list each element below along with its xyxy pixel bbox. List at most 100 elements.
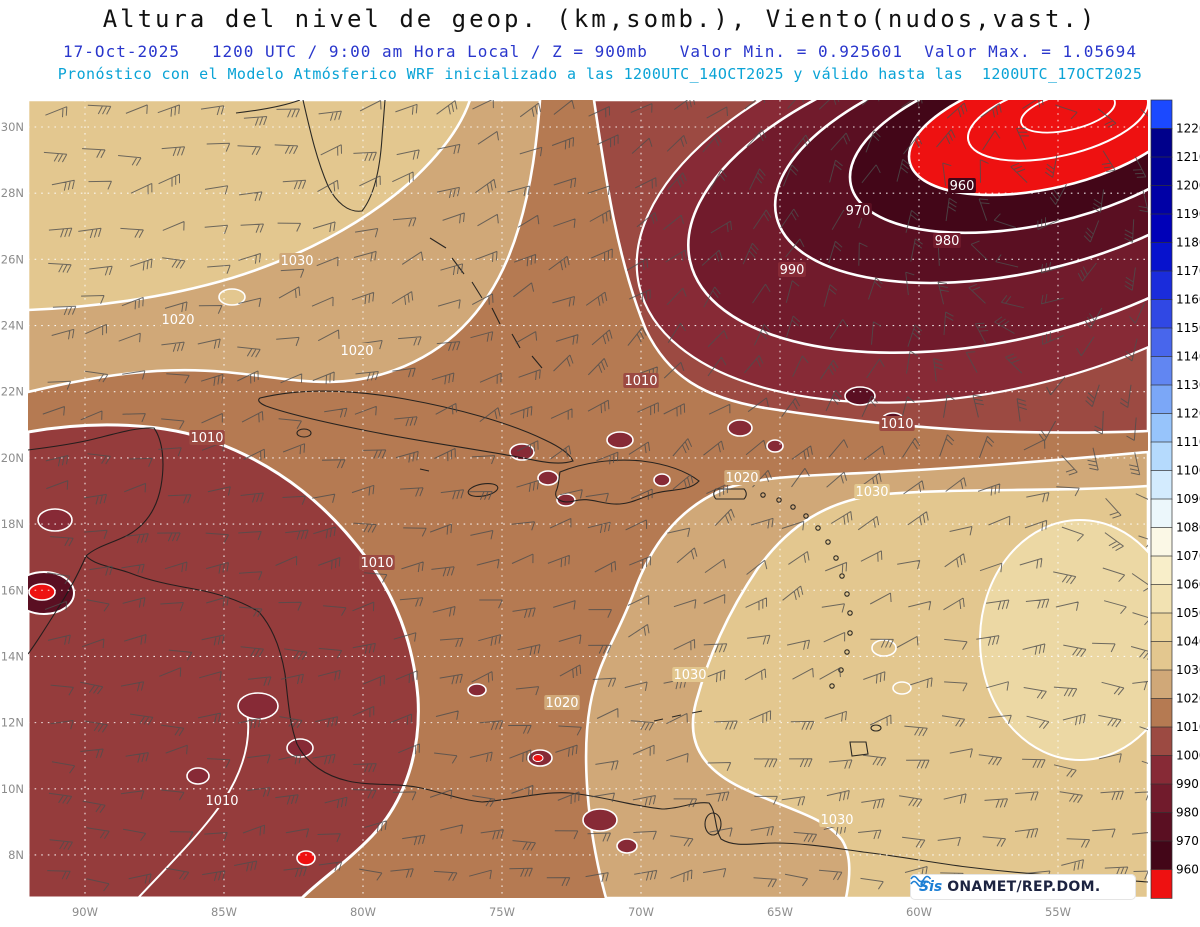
contour-label-bg <box>160 312 196 327</box>
colorbar-tick-label: 1080 <box>1176 521 1200 535</box>
colorbar-segment <box>1150 99 1173 130</box>
field-blob <box>537 470 559 486</box>
contour-label: 1020 <box>725 471 758 486</box>
lon-tick-label: 85W <box>211 905 237 919</box>
field-blob <box>727 419 753 437</box>
colorbar-segment <box>1150 470 1173 500</box>
field-blob-core <box>532 754 544 762</box>
colorbar-segment <box>1150 755 1173 785</box>
field-blob <box>467 683 487 697</box>
colorbar-segment <box>1150 698 1173 728</box>
coastline-tobago <box>870 724 882 732</box>
geopotential-field <box>28 100 1148 898</box>
colorbar-segment <box>1150 869 1173 899</box>
contour-label-bg <box>359 555 395 570</box>
field-blob <box>582 808 618 832</box>
contour-label: 990 <box>780 263 805 278</box>
lat-tick-label: 20N <box>1 451 24 465</box>
field-blob <box>871 639 897 657</box>
colorbar-segment <box>1150 441 1173 472</box>
wind-barb-field <box>42 100 1148 892</box>
contour-label: 1030 <box>820 813 853 828</box>
contour-label: 970 <box>846 204 871 219</box>
contour-label-bg <box>544 695 580 710</box>
contour-label: 1020 <box>161 313 194 328</box>
coastline-isla-juventud <box>296 428 312 438</box>
coastline-central-america <box>28 427 483 803</box>
coastline-cayman <box>419 468 430 472</box>
contour-label-bg <box>189 430 225 445</box>
coastline-florida <box>302 100 386 212</box>
colorbar-tick-label: 1060 <box>1176 578 1200 592</box>
lon-tick-label: 65W <box>767 905 793 919</box>
colorbar-tick-label: 1190 <box>1176 207 1200 221</box>
colorbar-segment <box>1150 270 1173 301</box>
colorbar-tick-label: 1200 <box>1176 179 1200 193</box>
contour-label-bg <box>778 262 806 277</box>
colorbar-tick-label: 990 <box>1176 777 1199 791</box>
branding-watermark: Sis ONAMET/REP.DOM. <box>910 874 1136 900</box>
lat-tick-label: 16N <box>1 583 24 597</box>
lat-tick-label: 26N <box>1 252 24 266</box>
colorbar-tick-label: 1090 <box>1176 492 1200 506</box>
contour-label: 980 <box>935 234 960 249</box>
field-blob <box>237 692 279 720</box>
colorbar-segment <box>1150 840 1173 871</box>
wave-icon <box>910 875 932 888</box>
lat-tick-label: 30N <box>1 120 24 134</box>
colorbar-segment <box>1150 726 1173 757</box>
contour-label: 1030 <box>673 668 706 683</box>
contour-label-bg <box>339 343 375 358</box>
contour-label-bg <box>623 373 659 388</box>
colorbar-tick-label: 1220 <box>1176 122 1200 136</box>
contour-label-bg <box>724 470 760 485</box>
colorbar-tick-label: 1130 <box>1176 378 1200 392</box>
coastline-gulf <box>235 100 301 114</box>
field-blob <box>616 838 638 854</box>
coastlines <box>28 100 1148 883</box>
lon-tick-label: 60W <box>906 905 932 919</box>
contour-label: 1010 <box>205 794 238 809</box>
contour-ring-940 <box>1020 100 1116 134</box>
contour-label-bg <box>879 416 915 431</box>
colorbar-tick-label: 1010 <box>1176 720 1200 734</box>
contour-label: 1020 <box>340 344 373 359</box>
contour-label-bg <box>844 203 872 218</box>
colorbar-segment <box>1150 555 1173 586</box>
contour-label-bg <box>948 178 976 193</box>
coastline-south-america <box>481 792 1148 883</box>
contour-label: 1010 <box>624 374 657 389</box>
field-blob <box>509 443 535 461</box>
colorbar-tick-label: 1020 <box>1176 692 1200 706</box>
colorbar-segment <box>1150 356 1173 386</box>
colorbar-segment <box>1150 783 1173 814</box>
colorbar: 1220 1210 1200 1190 1180 1170 1160 1150 1140 1130… <box>1150 99 1200 899</box>
field-blob <box>606 431 634 449</box>
colorbar-segment <box>1150 669 1173 700</box>
colorbar-segment <box>1150 812 1173 842</box>
colorbar-tick-label: 1070 <box>1176 549 1200 563</box>
colorbar-tick-label: 980 <box>1176 806 1199 820</box>
colorbar-segment <box>1150 498 1173 529</box>
colorbar-segment <box>1150 527 1173 557</box>
coastline-cuba <box>258 390 574 464</box>
field-blob <box>766 439 784 453</box>
lon-tick-label: 90W <box>72 905 98 919</box>
branding-org: ONAMET/REP.DOM. <box>947 879 1101 895</box>
colorbar-tick-label: 1150 <box>1176 321 1200 335</box>
colorbar-segment <box>1150 641 1173 671</box>
colorbar-tick-label: 1000 <box>1176 749 1200 763</box>
coastline-puerto-rico <box>713 488 747 500</box>
contour-label: 1010 <box>360 556 393 571</box>
contour-label-bg <box>672 667 708 682</box>
colorbar-segment <box>1150 213 1173 244</box>
contour-label: 1030 <box>855 485 888 500</box>
contour-label: 1020 <box>545 696 578 711</box>
colorbar-segment <box>1150 242 1173 272</box>
lon-tick-label: 70W <box>628 905 654 919</box>
lat-tick-label: 24N <box>1 319 24 333</box>
